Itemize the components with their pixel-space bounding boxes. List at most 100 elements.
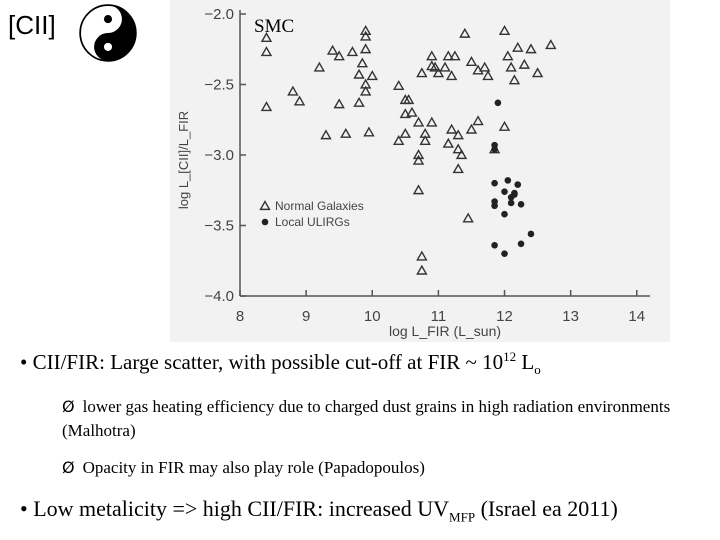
x-tick-label: 14 — [628, 308, 645, 325]
normal-galaxy-point — [353, 96, 365, 107]
normal-galaxy-point — [416, 250, 428, 261]
normal-galaxy-point — [346, 46, 359, 57]
normal-galaxy-point — [416, 264, 428, 275]
smc-label: SMC — [254, 16, 295, 37]
yin-yang-icon — [79, 4, 137, 62]
normal-galaxy-point — [399, 127, 412, 138]
ulirg-point — [501, 210, 508, 218]
bullet-marker: • — [20, 496, 28, 521]
arrow-icon: Ø — [62, 397, 75, 416]
normal-galaxy-point — [512, 41, 524, 52]
normal-galaxy-point — [326, 44, 339, 55]
normal-galaxy-point — [452, 163, 464, 174]
bullet-text: Low metalicity => high CII/FIR: increase… — [33, 496, 450, 521]
ulirg-point — [491, 202, 498, 210]
ulirg-point — [517, 201, 525, 208]
normal-galaxy-point — [412, 184, 425, 195]
scatter-chart: −2.0 −2.5 −3.0 −3.5 −4.08 9 10 11 12 13 14 Normal … — [176, 6, 650, 339]
normal-galaxy-point — [478, 61, 491, 72]
normal-galaxy-point — [363, 126, 375, 137]
bullet-metalicity: • Low metalicity => high CII/FIR: increa… — [20, 496, 618, 525]
normal-galaxy-point — [445, 123, 458, 134]
normal-galaxy-point — [287, 85, 299, 96]
bullet-text: CII/FIR: Large scatter, with possible cu… — [32, 350, 504, 374]
normal-galaxy-point — [455, 149, 468, 160]
arrow-icon: Ø — [62, 458, 75, 477]
normal-galaxy-point — [359, 25, 372, 35]
normal-galaxy-point — [429, 61, 441, 72]
normal-galaxy-point — [502, 50, 514, 61]
normal-galaxy-point — [472, 115, 484, 126]
normal-galaxy-point — [359, 43, 372, 54]
normal-galaxy-point — [340, 127, 352, 138]
normal-galaxy-point — [545, 39, 557, 50]
ulirg-point — [507, 199, 515, 207]
normal-galaxy-point — [260, 32, 273, 43]
normal-galaxy-point — [505, 61, 517, 72]
normal-galaxy-point — [333, 50, 345, 61]
x-axis-label: log L_FIR (L_sun) — [389, 323, 501, 339]
normal-galaxy-point — [260, 101, 273, 112]
normal-galaxy-point — [498, 120, 511, 131]
chart-panel: −2.0 −2.5 −3.0 −3.5 −4.0 8 9 10 11 12 13 14 Normal … — [170, 0, 670, 342]
normal-galaxy-point — [442, 50, 455, 61]
normal-galaxy-point — [518, 58, 531, 69]
normal-galaxy-point — [442, 137, 455, 148]
normal-galaxy-point — [416, 67, 428, 78]
x-tick-label: 11 — [431, 308, 447, 325]
legend-label-ulirg: Local ULIRGs — [275, 215, 350, 229]
normal-galaxy-point — [445, 70, 458, 81]
bullet-marker: • — [20, 350, 28, 374]
subpoint-text: lower gas heating efficiency due to char… — [62, 397, 671, 440]
normal-galaxy-point — [393, 79, 405, 90]
normal-galaxy-point — [320, 129, 332, 140]
normal-galaxy-point — [333, 98, 345, 109]
normal-galaxy-point — [359, 30, 372, 41]
y-axis-label: log L_[CII]/L_FIR — [176, 111, 191, 209]
x-tick-label: 8 — [236, 308, 244, 325]
legend-circle-marker — [261, 218, 269, 226]
legend-label-normal: Normal Galaxies — [275, 199, 364, 213]
normal-galaxy-point — [402, 94, 415, 105]
x-tick-label: 13 — [562, 308, 579, 325]
y-tick-label: −2.5 — [204, 77, 234, 94]
bullet-sub: o — [534, 362, 541, 378]
normal-galaxy-point — [498, 25, 511, 35]
y-tick-label: −3.5 — [204, 218, 234, 235]
normal-galaxy-point — [426, 116, 438, 127]
ulirg-point — [491, 179, 498, 187]
normal-galaxy-point — [439, 61, 451, 72]
normal-galaxy-point — [452, 129, 464, 140]
x-tick-label: 9 — [302, 308, 310, 325]
ulirg-point — [511, 189, 518, 197]
ulirg-point — [501, 188, 508, 195]
normal-galaxy-point — [313, 61, 326, 72]
normal-galaxy-point — [525, 43, 537, 54]
normal-galaxy-point — [465, 56, 478, 67]
bullet-sub: MFP — [449, 509, 476, 525]
normal-galaxy-point — [399, 108, 412, 119]
ulirg-point — [491, 241, 498, 249]
normal-galaxy-point — [419, 134, 431, 145]
normal-galaxy-point — [531, 67, 544, 78]
ulirg-point — [527, 230, 535, 238]
x-tick-label: 10 — [364, 308, 381, 325]
normal-galaxy-point — [260, 46, 273, 57]
x-tick-label: 12 — [496, 308, 513, 325]
legend-triangle-marker — [259, 200, 271, 211]
slide-title: [CII] — [8, 10, 56, 40]
normal-galaxy-point — [412, 154, 425, 165]
normal-galaxy-point — [465, 123, 478, 134]
normal-galaxy-point — [459, 27, 471, 38]
normal-galaxy-point — [449, 50, 461, 61]
ulirg-point — [517, 240, 525, 248]
normal-galaxy-point — [482, 70, 494, 81]
normal-galaxy-point — [359, 85, 372, 96]
ulirg-point — [514, 181, 522, 188]
ulirg-point — [504, 177, 512, 184]
normal-galaxy-point — [426, 50, 438, 61]
normal-galaxy-point — [508, 74, 521, 85]
ulirg-point — [494, 99, 502, 107]
normal-galaxy-point — [366, 70, 378, 81]
